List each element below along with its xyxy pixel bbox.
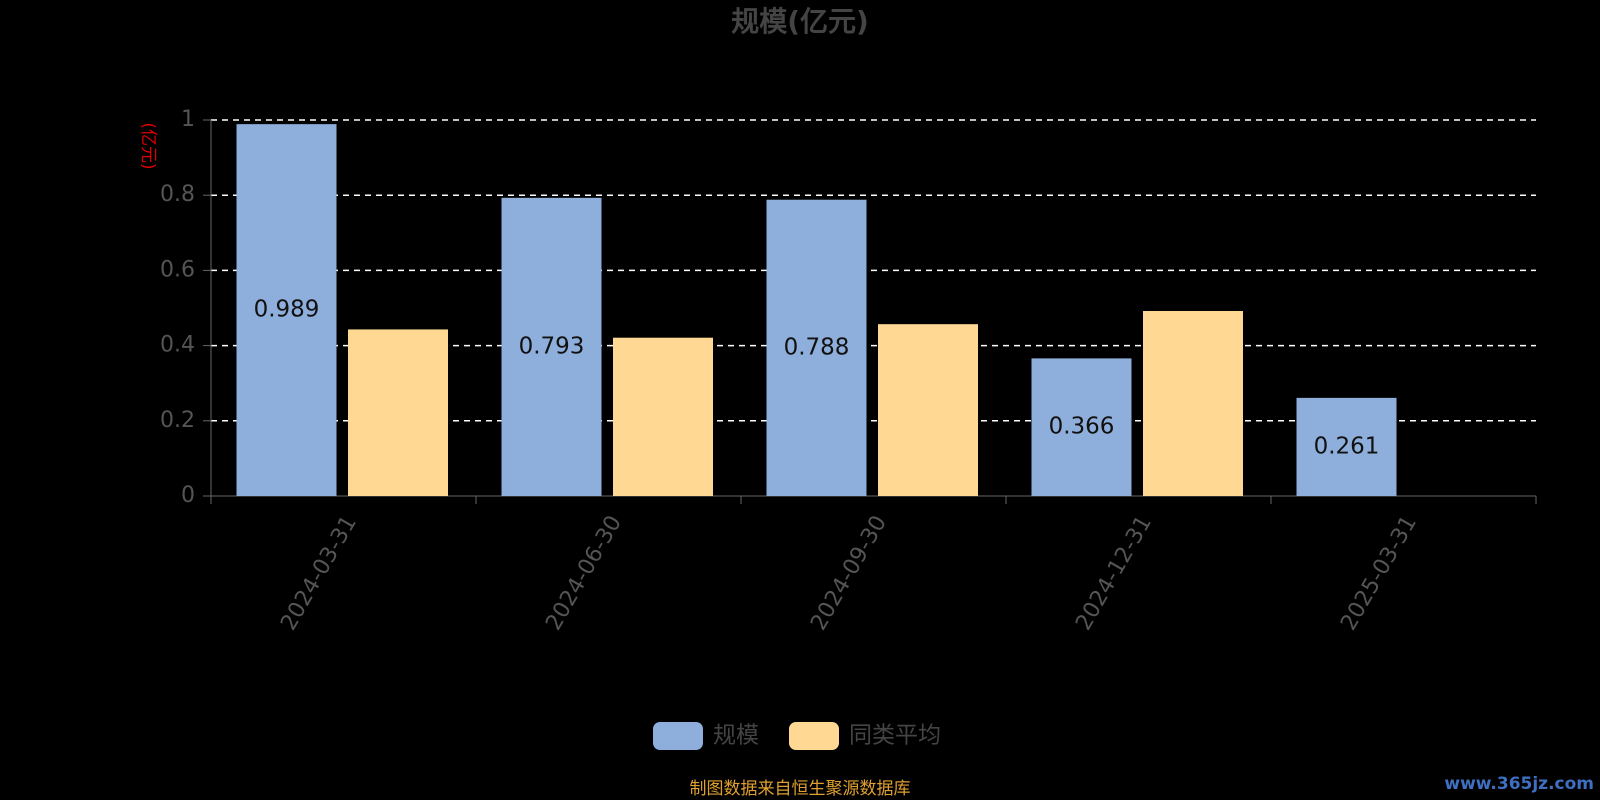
- x-tick-label: 2025-03-31: [1336, 512, 1422, 635]
- y-tick-label: 0: [181, 483, 195, 508]
- x-tick-label: 2024-03-31: [276, 512, 362, 635]
- bar: [1031, 358, 1132, 496]
- legend-swatch: [653, 722, 703, 750]
- data-label: 0.793: [519, 333, 585, 359]
- data-label: 0.989: [254, 297, 320, 323]
- bar: [1143, 311, 1243, 496]
- x-tick-label: 2024-09-30: [806, 512, 892, 635]
- legend-label: 同类平均: [849, 723, 941, 749]
- x-tick-label: 2024-12-31: [1071, 512, 1157, 635]
- legend-label: 规模: [713, 723, 759, 749]
- x-tick-label: 2024-06-30: [541, 512, 627, 635]
- footer: 制图数据来自恒生聚源数据库: [690, 779, 911, 799]
- data-label: 0.788: [784, 334, 850, 360]
- data-label: 0.261: [1314, 433, 1380, 459]
- bar: [1296, 397, 1397, 496]
- data-label: 0.366: [1049, 414, 1115, 440]
- watermark: www.365jz.com: [1444, 774, 1594, 794]
- bar: [766, 199, 867, 496]
- y-tick-label: 0.2: [160, 408, 195, 433]
- y-tick-label: 0.6: [160, 257, 195, 282]
- y-axis-label: (亿元): [138, 122, 158, 169]
- bar: [878, 324, 978, 496]
- bar: [501, 197, 602, 496]
- bar: [236, 124, 337, 497]
- y-tick-label: 1: [181, 107, 195, 132]
- bar: [613, 337, 713, 496]
- chart-title: 规模(亿元): [731, 5, 869, 38]
- bar: [348, 329, 448, 496]
- y-tick-label: 0.8: [160, 182, 195, 207]
- legend-swatch: [789, 722, 839, 750]
- y-tick-label: 0.4: [160, 333, 195, 358]
